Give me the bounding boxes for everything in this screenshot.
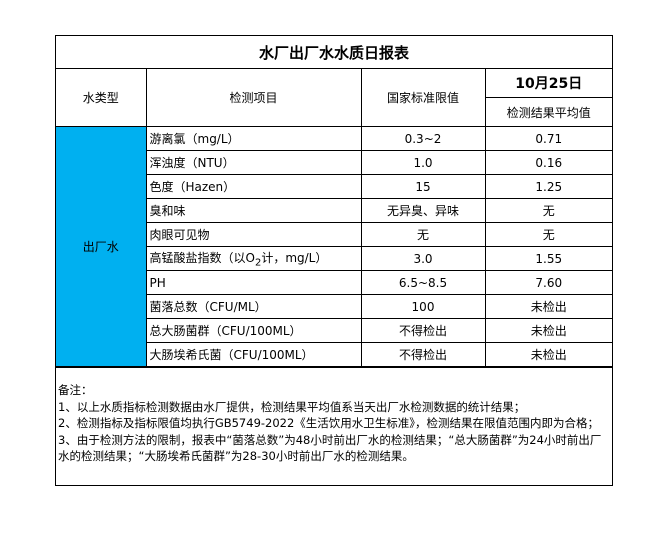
item-cell: 菌落总数（CFU/ML） [146,294,362,319]
table-row: 菌落总数（CFU/ML） 100 未检出 [56,294,612,319]
result-cell: 1.55 [484,246,612,271]
header-result: 检测结果平均值 [485,97,612,127]
notes: 备注： 1、以上水质指标检测数据由水厂提供，检测结果平均值系当天出厂水检测数据的… [56,367,612,485]
table-row: 大肠埃希氏菌（CFU/100ML） 不得检出 未检出 [56,342,612,367]
result-cell: 未检出 [484,294,612,319]
report-table: 水厂出厂水水质日报表 水类型 检测项目 国家标准限值 10月25日 检测结果平均… [56,36,612,367]
limit-cell: 0.3~2 [360,126,486,151]
table-row: 总大肠菌群（CFU/100ML） 不得检出 未检出 [56,318,612,343]
item-cell: 游离氯（mg/L） [145,126,362,151]
table-row: 肉眼可见物无无 [56,222,612,247]
limit-cell: 1.0 [360,150,486,175]
limit-cell: 3.0 [360,246,486,271]
header-water-type: 水类型 [56,68,147,127]
notes-heading: 备注： [58,383,93,397]
limit-cell: 不得检出 [360,342,486,367]
item-cell: 肉眼可见物 [146,222,362,247]
result-cell: 0.71 [484,126,612,151]
result-cell: 0.16 [484,150,612,175]
item-cell: 浑浊度（NTU） [146,150,362,175]
item-cell: 色度（Hazen） [146,174,362,199]
result-cell: 无 [484,222,612,247]
report-title: 水厂出厂水水质日报表 [56,36,612,69]
item-cell: PH [146,270,362,295]
item-cell: 高锰酸盐指数（以O2计，mg/L） [146,246,362,271]
note-line: 3、由于检测方法的限制，报表中“菌落总数”为48小时前出厂水的检测结果；“总大肠… [58,432,602,464]
item-cell: 臭和味 [146,198,362,223]
water-type-cell: 出厂水 [56,126,147,367]
limit-cell: 不得检出 [360,318,486,343]
water-quality-report: 水厂出厂水水质日报表 水类型 检测项目 国家标准限值 10月25日 检测结果平均… [55,35,613,486]
limit-cell: 6.5~8.5 [360,270,486,295]
table-row: 出厂水 游离氯（mg/L） 0.3~2 0.71 [56,126,612,367]
limit-cell: 无异臭、异味 [360,198,486,223]
result-cell: 7.60 [484,270,612,295]
note-line: 2、检测指标及指标限值均执行GB5749-2022《生活饮用水卫生标准》，检测结… [58,416,600,430]
item-cell: 总大肠菌群（CFU/100ML） [146,318,362,343]
result-cell: 未检出 [484,342,612,367]
result-cell: 未检出 [484,318,612,343]
result-cell: 1.25 [484,174,612,199]
table-row: PH 6.5~8.5 7.60 [56,270,612,295]
table-row: 色度（Hazen） 15 1.25 [56,174,612,199]
header-date: 10月25日 [484,68,612,98]
limit-cell: 无 [360,222,486,247]
item-cell: 大肠埃希氏菌（CFU/100ML） [146,342,362,367]
limit-cell: 100 [360,294,486,319]
limit-cell: 15 [360,174,486,199]
header-item: 检测项目 [145,68,362,127]
result-cell: 无 [484,198,612,223]
note-line: 1、以上水质指标检测数据由水厂提供，检测结果平均值系当天出厂水检测数据的统计结果… [58,399,526,414]
table-row: 浑浊度（NTU） 1.0 0.16 [56,150,612,175]
header-limit: 国家标准限值 [360,68,486,127]
